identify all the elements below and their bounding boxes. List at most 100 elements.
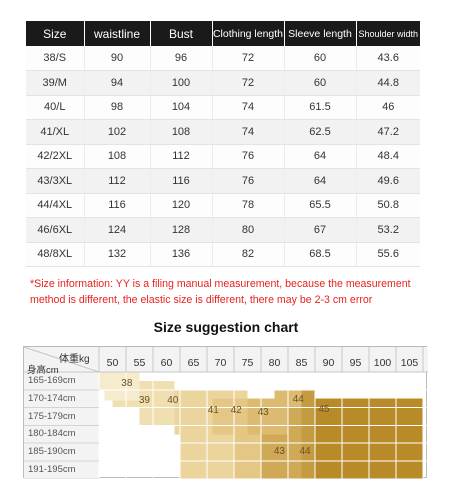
size-suggestion-chart: 体重kg 身高cm 50 55 60 65 70 75 80 85 90 95 100 105 165-…: [23, 346, 428, 479]
cell-size: 41/XL: [26, 119, 85, 145]
weight-label: 95: [349, 357, 362, 369]
weight-label: 65: [187, 357, 200, 369]
size-zone-43-label: 43: [257, 406, 269, 418]
size-zone-40-area: [174, 389, 213, 435]
weight-label: 85: [295, 357, 308, 369]
size-zone-38-area: [104, 389, 140, 401]
size-zone-44-label: 44: [292, 393, 304, 405]
cell-waistline: 98: [84, 95, 151, 120]
cell-clothing-length: 72: [212, 70, 285, 96]
cell-shoulder-width: 43.6: [356, 46, 420, 71]
cell-bust: 128: [150, 217, 213, 243]
header-clothing-length: Clothing length: [212, 21, 285, 46]
cell-sleeve-length: 64: [284, 144, 357, 169]
header-waistline: waistline: [84, 21, 151, 46]
chart-title: Size suggestion chart: [153, 319, 299, 335]
header-sleeve-length: Sleeve length: [284, 21, 357, 46]
cell-shoulder-width: 49.6: [356, 168, 420, 194]
cell-sleeve-length: 62.5: [284, 119, 357, 145]
size-table: Size waistline Bust Clothing length Slee…: [26, 21, 420, 267]
cell-shoulder-width: 55.6: [356, 242, 420, 267]
cell-waistline: 112: [84, 168, 151, 194]
size-note-line-1: *Size information: YY is a filing manual…: [30, 278, 411, 290]
size-table-row: 44/4XL 116 120 78 65.5 50.8: [26, 193, 420, 218]
height-label: 170-174cm: [28, 392, 76, 404]
cell-waistline: 108: [84, 144, 151, 169]
weight-label: 50: [106, 357, 119, 369]
cell-sleeve-length: 65.5: [284, 193, 357, 218]
cell-sleeve-length: 64: [284, 168, 357, 194]
size-zone-41-area: [234, 434, 261, 479]
cell-size: 44/4XL: [26, 193, 85, 218]
cell-sleeve-length: 60: [284, 46, 357, 71]
size-table-row: 40/L 98 104 74 61.5 46: [26, 95, 420, 120]
height-label: 185-190cm: [28, 446, 76, 458]
size-zone-39-label: 39: [138, 395, 150, 407]
cell-size: 42/2XL: [26, 144, 85, 169]
cell-shoulder-width: 44.8: [356, 70, 420, 96]
size-table-row: 46/6XL 124 128 80 67 53.2: [26, 217, 420, 243]
size-table-row: 42/2XL 108 112 76 64 48.4: [26, 144, 420, 169]
cell-sleeve-length: 67: [284, 217, 357, 243]
cell-shoulder-width: 46: [356, 95, 420, 120]
cell-clothing-length: 74: [212, 95, 285, 120]
cell-sleeve-length: 60: [284, 70, 357, 96]
header-size: Size: [26, 21, 85, 46]
cell-sleeve-length: 61.5: [284, 95, 357, 120]
cell-shoulder-width: 47.2: [356, 119, 420, 145]
weight-label: 70: [214, 357, 227, 369]
chart-corner-diagonal: [24, 347, 100, 373]
cell-waistline: 116: [84, 193, 151, 218]
height-axis-label: 身高cm: [27, 365, 59, 376]
cell-bust: 104: [150, 95, 213, 120]
weight-label: 105: [400, 357, 419, 369]
weight-axis-label: 体重kg: [59, 354, 90, 365]
size-table-row: 43/3XL 112 116 76 64 49.6: [26, 168, 420, 194]
cell-clothing-length: 76: [212, 168, 285, 194]
height-label: 191-195cm: [28, 464, 76, 475]
cell-sleeve-length: 68.5: [284, 242, 357, 267]
weight-label: 90: [322, 357, 335, 369]
size-zone-39-area: [139, 380, 175, 390]
size-zone-39-area: [139, 407, 175, 426]
cell-bust: 136: [150, 242, 213, 267]
size-zone-38-label: 38: [121, 377, 133, 389]
cell-bust: 100: [150, 70, 213, 96]
cell-bust: 96: [150, 46, 213, 71]
cell-bust: 108: [150, 119, 213, 145]
height-label: 165-169cm: [28, 375, 76, 386]
size-zone-42-label: 42: [230, 405, 242, 417]
cell-waistline: 90: [84, 46, 151, 71]
size-table-row: 39/M 94 100 72 60 44.8: [26, 70, 420, 96]
weight-label: 55: [133, 357, 146, 369]
cell-shoulder-width: 50.8: [356, 193, 420, 218]
size-table-row: 48/8XL 132 136 82 68.5 55.6: [26, 242, 420, 267]
cell-clothing-length: 72: [212, 46, 285, 71]
cell-waistline: 102: [84, 119, 151, 145]
height-label: 175-179cm: [28, 410, 76, 422]
cell-clothing-length: 76: [212, 144, 285, 169]
cell-size: 40/L: [26, 95, 85, 120]
cell-size: 46/6XL: [26, 217, 85, 243]
cell-bust: 120: [150, 193, 213, 218]
size-zone-45-label: 45: [318, 404, 330, 416]
cell-size: 48/8XL: [26, 242, 85, 267]
weight-label: 100: [373, 357, 392, 369]
size-zone-41-label: 41: [207, 405, 219, 417]
cell-bust: 112: [150, 144, 213, 169]
size-zone-44-label: 44: [299, 446, 311, 458]
cell-clothing-length: 78: [212, 193, 285, 218]
cell-waistline: 124: [84, 217, 151, 243]
header-bust: Bust: [150, 21, 213, 46]
weight-label: 75: [241, 357, 254, 369]
cell-bust: 116: [150, 168, 213, 194]
size-note-line-2: method is different, the elastic size is…: [30, 294, 373, 306]
cell-size: 38/S: [26, 46, 85, 71]
size-zone-42-area: [274, 389, 288, 435]
cell-waistline: 94: [84, 70, 151, 96]
size-zone-38-area: [99, 372, 140, 390]
size-note: *Size information: YY is a filing manual…: [30, 276, 430, 308]
size-zone-43-area: [261, 434, 288, 479]
size-table-row: 38/S 90 96 72 60 43.6: [26, 46, 420, 71]
size-zone-40-area: [212, 389, 248, 399]
